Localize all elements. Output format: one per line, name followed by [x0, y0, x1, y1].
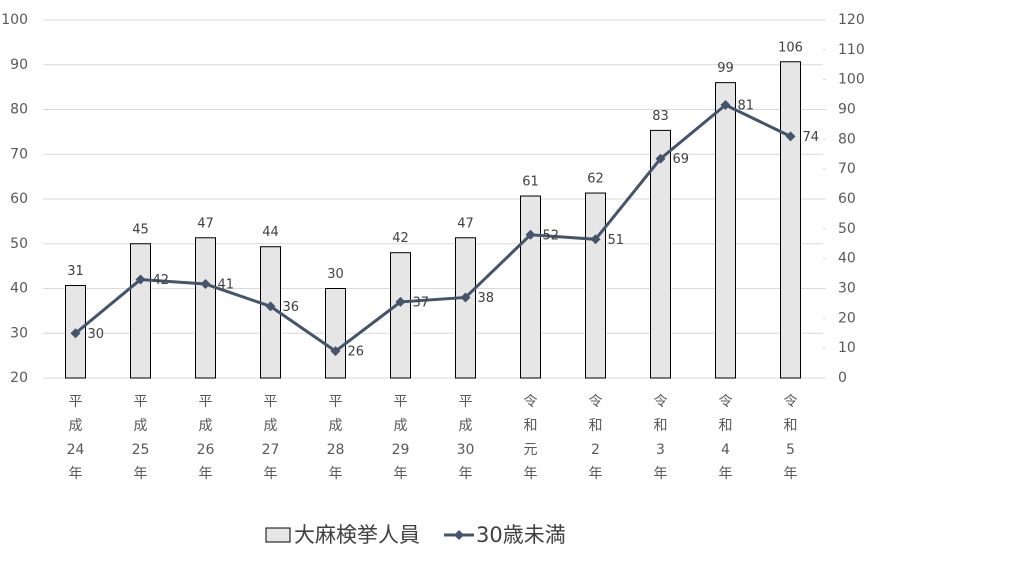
bar — [650, 129, 671, 379]
y-tick-label: 50 — [10, 236, 28, 252]
y2-tick-label: 40 — [838, 251, 856, 267]
x-tick-label: 平成 30 年 — [457, 394, 475, 482]
bar-label: 47 — [197, 216, 214, 231]
line-label: 42 — [153, 273, 170, 288]
bar — [780, 61, 801, 379]
line-label: 74 — [803, 130, 820, 145]
bar — [195, 237, 216, 379]
bar — [130, 243, 151, 379]
legend-marker — [454, 530, 464, 540]
x-tick-label: 令和 3 年 — [654, 394, 668, 482]
x-tick-label: 平成 24 年 — [67, 394, 85, 482]
y2-tick-label: 10 — [838, 340, 856, 356]
line-label: 30 — [88, 327, 105, 342]
line-marker — [720, 100, 731, 111]
y-tick-label: 100 — [1, 12, 28, 28]
legend-label: 大麻検挙人員 — [294, 523, 420, 547]
bar-label: 62 — [587, 172, 604, 187]
x-tick-label: 平成 27 年 — [262, 394, 280, 482]
legend-label: 30歳未満 — [476, 523, 566, 547]
x-tick-label: 平成 28 年 — [327, 394, 345, 482]
line-marker — [330, 346, 341, 357]
bar — [585, 192, 606, 379]
x-tick-label: 令和 2 年 — [589, 394, 603, 482]
line-label: 36 — [283, 300, 300, 315]
bar-label: 30 — [327, 267, 344, 282]
line-marker — [525, 229, 536, 240]
line-marker — [70, 328, 81, 339]
bar-label: 44 — [262, 225, 279, 240]
line-marker — [655, 153, 666, 164]
line — [74, 103, 792, 353]
y2-tick-label: 120 — [838, 12, 865, 28]
x-tick-label: 令和 4 年 — [719, 394, 733, 482]
y2-tick-label: 70 — [838, 161, 856, 177]
y2-tick-label: 100 — [838, 72, 865, 88]
bar — [520, 195, 541, 379]
y2-tick-label: 30 — [838, 281, 856, 297]
legend-swatch — [265, 527, 291, 543]
y-tick-label: 80 — [10, 102, 28, 118]
y-tick-label: 20 — [10, 370, 28, 386]
bar — [715, 82, 736, 379]
y2-tick-label: 0 — [838, 370, 847, 386]
line-label: 38 — [478, 291, 495, 306]
bar — [390, 252, 411, 379]
x-tick-label: 平成 29 年 — [392, 394, 410, 482]
x-tick-label: 平成 25 年 — [132, 394, 150, 482]
bar-label: 61 — [522, 175, 539, 190]
bar-label: 106 — [778, 40, 803, 55]
y-tick-label: 90 — [10, 57, 28, 73]
y-tick-label: 60 — [10, 191, 28, 207]
line-marker — [135, 274, 146, 285]
y-tick-label: 40 — [10, 281, 28, 297]
line-label: 26 — [348, 345, 365, 360]
x-tick-label: 令和元年 — [524, 394, 538, 482]
line-label: 41 — [218, 278, 235, 293]
y2-tick-label: 90 — [838, 102, 856, 118]
bar — [325, 288, 346, 379]
line-label: 37 — [413, 295, 430, 310]
line-marker — [395, 296, 406, 307]
line-marker — [265, 301, 276, 312]
line-label: 52 — [543, 228, 560, 243]
bar-label: 47 — [457, 216, 474, 231]
bar-label: 83 — [652, 109, 669, 124]
bar — [455, 237, 476, 379]
y-tick-label: 30 — [10, 325, 28, 341]
x-tick-label: 平成 26 年 — [197, 394, 215, 482]
line-marker — [200, 279, 211, 290]
y2-tick-label: 20 — [838, 310, 856, 326]
x-tick-label: 令和 5 年 — [784, 394, 798, 482]
bar-label: 99 — [717, 61, 734, 76]
y2-tick-label: 80 — [838, 131, 856, 147]
y2-tick-label: 60 — [838, 191, 856, 207]
line-marker — [460, 292, 471, 303]
line-marker — [590, 234, 601, 245]
bar-label: 31 — [67, 264, 84, 279]
bar-label: 42 — [392, 231, 409, 246]
y-tick-label: 70 — [10, 146, 28, 162]
y2-tick-label: 50 — [838, 221, 856, 237]
line-label: 69 — [673, 152, 690, 167]
bar-label: 45 — [132, 222, 149, 237]
line-marker — [785, 131, 796, 142]
y2-tick-label: 110 — [838, 42, 865, 58]
line-label: 81 — [738, 99, 755, 114]
line-label: 51 — [608, 233, 625, 248]
